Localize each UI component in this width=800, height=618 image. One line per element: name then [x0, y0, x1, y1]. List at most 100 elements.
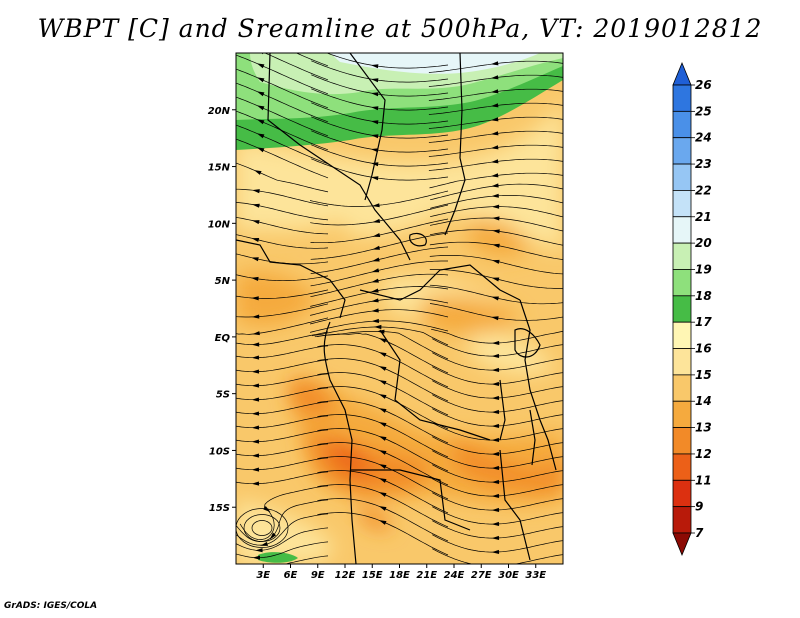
streamline: [236, 202, 329, 221]
streamline-arrow: [498, 563, 499, 564]
streamline: [432, 394, 563, 413]
streamline: [236, 289, 329, 299]
streamline: [317, 442, 449, 486]
streamline: [310, 309, 449, 325]
streamline-arrow: [378, 352, 387, 357]
streamline-arrow: [251, 296, 259, 301]
streamline: [317, 456, 449, 500]
streamline-arrow: [491, 395, 500, 400]
streamline: [236, 54, 329, 95]
streamline: [429, 241, 563, 260]
streamline: [236, 162, 329, 193]
x-tick-label: 27E: [471, 570, 492, 581]
colorbar-swatch: [672, 453, 692, 481]
streamline: [236, 415, 329, 429]
streamline-arrow: [370, 148, 379, 153]
y-tick-label: 15N: [208, 163, 231, 174]
border-drc-south: [379, 329, 491, 441]
x-tick-label: 30E: [498, 570, 519, 581]
streamline: [429, 229, 563, 246]
streamline: [311, 102, 449, 125]
streamline-arrow: [378, 492, 387, 497]
colorbar-label: 11: [695, 473, 712, 487]
y-tick-label: 20N: [208, 106, 231, 117]
streamline-arrow: [491, 259, 500, 264]
streamline: [236, 96, 329, 137]
field-patch-19-20-c: [470, 330, 555, 375]
colorbar-label: 17: [695, 315, 712, 329]
colorbar-swatch: [672, 295, 692, 323]
y-tick-label: 10S: [209, 446, 230, 457]
streamline: [236, 541, 329, 559]
streamline-arrow: [256, 105, 265, 111]
streamline: [310, 260, 448, 287]
streamline-arrow: [378, 464, 387, 469]
border-east-africa-coast: [519, 299, 557, 471]
streamline: [317, 344, 449, 388]
streamline: [236, 216, 329, 235]
streamline-arrow: [263, 506, 271, 513]
streamline-arrow: [251, 411, 260, 416]
streamline: [311, 130, 449, 153]
colorbar-swatch: [672, 374, 692, 402]
streamline-arrow: [251, 383, 260, 388]
streamline-arrow: [378, 408, 387, 413]
streamline: [432, 366, 563, 385]
colorbar-swatch: [672, 190, 692, 218]
streamline-arrow: [251, 238, 260, 242]
streamline: [317, 372, 449, 416]
streamline: [317, 358, 449, 402]
streamline: [236, 457, 329, 471]
streamline: [310, 204, 449, 226]
streamline-arrow: [492, 216, 500, 221]
streamline: [236, 110, 329, 151]
colorbar-top-triangle: [672, 61, 692, 86]
colorbar-label: 24: [695, 131, 712, 145]
streamline: [432, 506, 563, 525]
streamline-arrow: [492, 243, 500, 248]
streamlines: [236, 53, 563, 564]
colorbar-swatch: [672, 348, 692, 376]
country-borders: [236, 53, 557, 564]
streamline-arrow: [370, 134, 379, 139]
streamline-arrow: [491, 451, 500, 456]
streamline: [432, 464, 563, 483]
streamline-arrow: [491, 465, 500, 470]
streamline: [236, 429, 329, 443]
streamline: [236, 188, 329, 207]
field-patch-19-20: [330, 190, 450, 236]
x-tick-label: 9E: [311, 570, 325, 581]
streamline: [311, 116, 449, 139]
streamline: [432, 520, 563, 539]
streamline: [264, 53, 329, 81]
streamline-arrow: [491, 277, 500, 282]
streamline-arrow: [491, 479, 500, 484]
streamline: [428, 102, 563, 115]
streamline: [236, 527, 329, 551]
streamline: [317, 470, 449, 514]
y-tick-label: 5N: [215, 276, 231, 287]
lake-tanganyika: [499, 379, 506, 441]
streamline: [430, 195, 563, 209]
streamline: [432, 408, 563, 427]
field-band-14-15: [330, 53, 540, 74]
colorbar-swatch: [672, 163, 692, 191]
colorbar-label: 7: [695, 526, 704, 540]
streamline-arrow: [251, 439, 260, 444]
field-patch-21-22-central: [420, 296, 520, 334]
streamline-arrow: [378, 478, 387, 483]
border-libya-chad: [349, 53, 386, 201]
streamline: [428, 88, 563, 101]
streamline-arrow: [491, 437, 500, 442]
colorbar-label: 20: [695, 236, 712, 250]
streamline-arrow: [372, 245, 380, 250]
streamline-arrow: [490, 131, 499, 136]
streamline: [310, 273, 449, 298]
streamline: [432, 534, 563, 553]
streamline: [430, 183, 563, 201]
streamline-arrow: [378, 394, 387, 399]
field-band-19-20: [236, 100, 563, 250]
streamline-arrow: [491, 316, 499, 321]
streamline: [432, 352, 563, 371]
streamline-arrow: [491, 493, 500, 498]
